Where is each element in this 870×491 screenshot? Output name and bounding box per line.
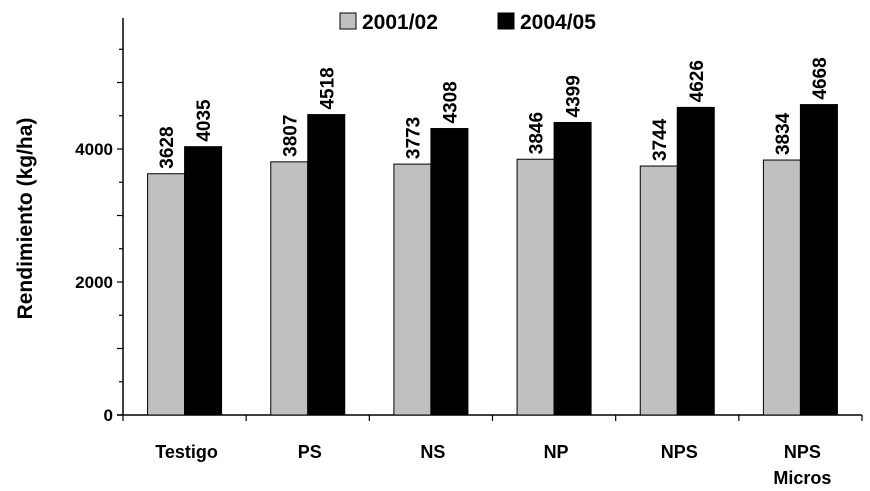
bar-2004-05 — [553, 121, 592, 416]
y-tick-label: 4000 — [75, 140, 113, 159]
legend-label: 2001/02 — [362, 11, 438, 34]
bar-2004-05 — [676, 106, 715, 416]
plot-area: 0 2000 4000 Rendimiento (kg/ha) Testigo 3628 4… — [14, 11, 863, 488]
bar-2001-02 — [270, 161, 309, 416]
x-category-label: NPS — [784, 442, 821, 462]
x-category-label: PS — [298, 442, 322, 462]
data-label: 3846 — [527, 112, 548, 154]
bar-2001-02 — [639, 165, 678, 416]
y-tick-label: 0 — [104, 406, 113, 425]
data-label: 4668 — [810, 57, 831, 99]
bar-2004-05 — [184, 146, 223, 416]
legend-swatch — [339, 12, 357, 30]
legend-label: 2004/05 — [520, 11, 596, 34]
data-label: 3773 — [403, 117, 424, 159]
y-tick-label: 2000 — [75, 273, 113, 292]
x-category-label: Testigo — [155, 442, 218, 462]
bar-2004-05 — [799, 104, 838, 416]
bar-2001-02 — [393, 163, 432, 416]
bar-2004-05 — [307, 114, 346, 416]
bar-2001-02 — [762, 159, 801, 416]
x-category-label: NP — [544, 442, 569, 462]
data-label: 4626 — [687, 60, 708, 102]
x-category-label: Micros — [773, 468, 831, 488]
data-label: 4518 — [317, 67, 338, 109]
bar-2001-02 — [147, 173, 186, 416]
legend-swatch — [497, 12, 515, 30]
x-category-label: NPS — [661, 442, 698, 462]
bar-2001-02 — [516, 158, 555, 416]
data-label: 4308 — [440, 81, 461, 123]
data-label: 3834 — [773, 112, 794, 155]
data-label: 3628 — [157, 126, 178, 168]
y-axis-title: Rendimiento (kg/ha) — [14, 118, 37, 320]
data-label: 4399 — [564, 75, 585, 117]
x-category-label: NS — [420, 442, 445, 462]
bar-2004-05 — [430, 128, 469, 416]
data-label: 3807 — [280, 115, 301, 157]
data-label: 3744 — [650, 118, 671, 161]
data-label: 4035 — [194, 99, 215, 142]
